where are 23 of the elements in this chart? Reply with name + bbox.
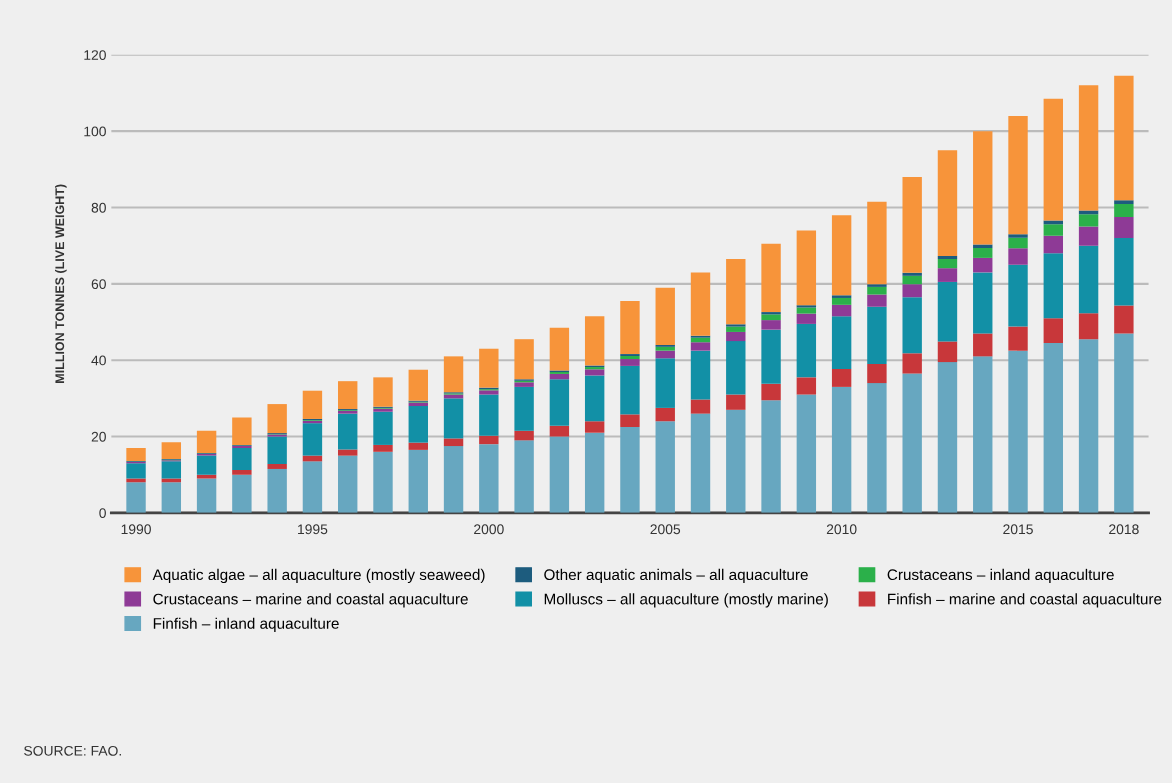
y-tick-label: 100 xyxy=(84,126,106,137)
x-tick-label: 1995 xyxy=(298,524,328,535)
legend-label: Crustaceans – inland aquaculture xyxy=(887,568,1114,584)
x-tick-label: 2018 xyxy=(1109,524,1139,535)
x-tick-label: 1990 xyxy=(121,524,151,535)
y-tick-label: 60 xyxy=(91,279,106,290)
x-tick-label: 2005 xyxy=(650,524,681,535)
y-tick-label: 80 xyxy=(91,202,106,213)
legend-label: Crustaceans – marine and coastal aquaculture xyxy=(153,593,468,608)
x-tick-label: 2015 xyxy=(1003,524,1033,535)
legend-label: Finfish – inland aquaculture xyxy=(153,617,339,632)
y-tick-label: 0 xyxy=(99,508,106,519)
source-note: SOURCE: FAO. xyxy=(24,745,121,756)
legend-label: Aquatic algae – all aquaculture (mostly seaweed) xyxy=(152,568,485,584)
x-tick-label: 2010 xyxy=(826,524,857,535)
y-tick-label: 120 xyxy=(84,50,106,60)
legend-label: Finfish – marine and coastal aquaculture xyxy=(888,593,1162,608)
legend-label: Other aquatic animals – all aquaculture xyxy=(544,568,808,584)
y-tick-label: 20 xyxy=(91,431,106,442)
legend-label: Molluscs – all aquaculture (mostly marine) xyxy=(544,593,828,608)
x-tick-label: 2000 xyxy=(474,524,504,535)
y-tick-label: 40 xyxy=(91,355,106,366)
y-axis-title: MILLION TONNES (LIVE WEIGHT) xyxy=(54,184,67,383)
